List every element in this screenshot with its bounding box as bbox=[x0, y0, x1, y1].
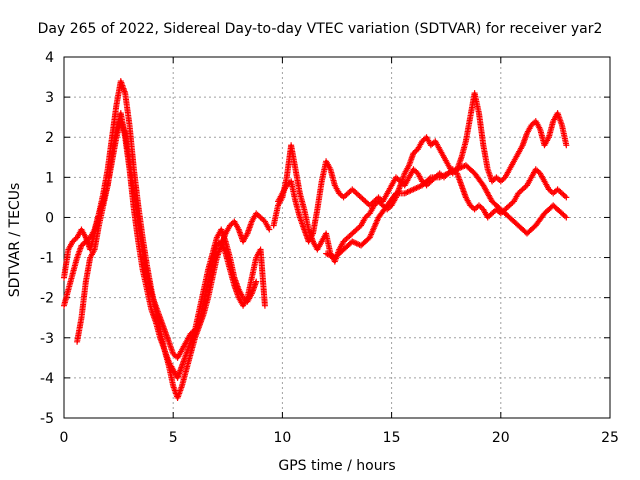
y-tick-label: 2 bbox=[45, 130, 54, 146]
data-point bbox=[261, 302, 268, 309]
y-tick-label: 0 bbox=[45, 210, 54, 226]
y-tick-label: 4 bbox=[45, 50, 54, 66]
data-point bbox=[563, 142, 570, 149]
x-tick-label: 10 bbox=[273, 430, 291, 446]
axis-ticks: 0 5 10 15 20 25 -5 -4 -3 -2 -1 0 1 2 3 4 bbox=[40, 50, 619, 446]
x-tick-label: 0 bbox=[60, 430, 69, 446]
data-point bbox=[253, 278, 260, 285]
data-point bbox=[266, 226, 273, 233]
x-tick-label: 20 bbox=[492, 430, 510, 446]
x-tick-label: 25 bbox=[601, 430, 619, 446]
x-axis-label: GPS time / hours bbox=[278, 458, 395, 474]
y-tick-label: 1 bbox=[45, 170, 54, 186]
y-tick-label: -2 bbox=[40, 291, 54, 307]
y-tick-label: -4 bbox=[40, 371, 54, 387]
y-tick-label: -5 bbox=[40, 411, 54, 427]
series-track-3 bbox=[74, 110, 260, 381]
data-point bbox=[563, 194, 570, 201]
y-tick-label: 3 bbox=[45, 90, 54, 106]
y-tick-label: -3 bbox=[40, 331, 54, 347]
data-point-interp bbox=[426, 175, 433, 182]
y-axis-label: SDTVAR / TECUs bbox=[7, 183, 23, 298]
data-points bbox=[61, 78, 570, 401]
y-tick-label: -1 bbox=[40, 251, 54, 267]
chart-title: Day 265 of 2022, Sidereal Day-to-day VTE… bbox=[38, 21, 603, 37]
data-point bbox=[563, 214, 570, 221]
x-tick-label: 15 bbox=[383, 430, 401, 446]
series-track-6 bbox=[323, 162, 570, 261]
x-tick-label: 5 bbox=[169, 430, 178, 446]
data-point-interp bbox=[391, 191, 398, 198]
plot-frame bbox=[63, 56, 611, 419]
